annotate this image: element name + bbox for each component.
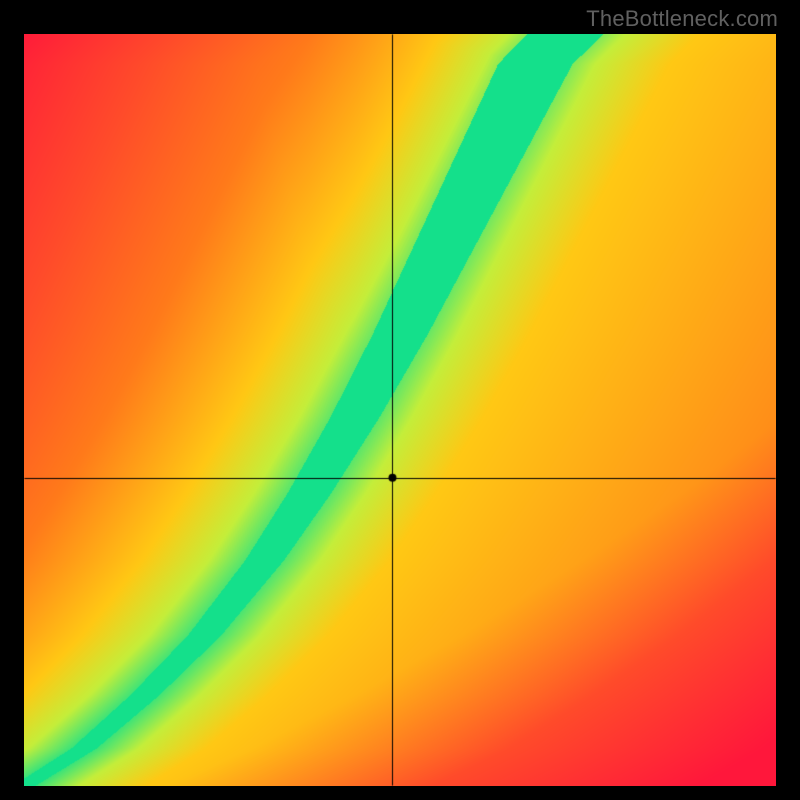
watermark-text: TheBottleneck.com <box>586 6 778 32</box>
bottleneck-heatmap <box>24 34 776 786</box>
